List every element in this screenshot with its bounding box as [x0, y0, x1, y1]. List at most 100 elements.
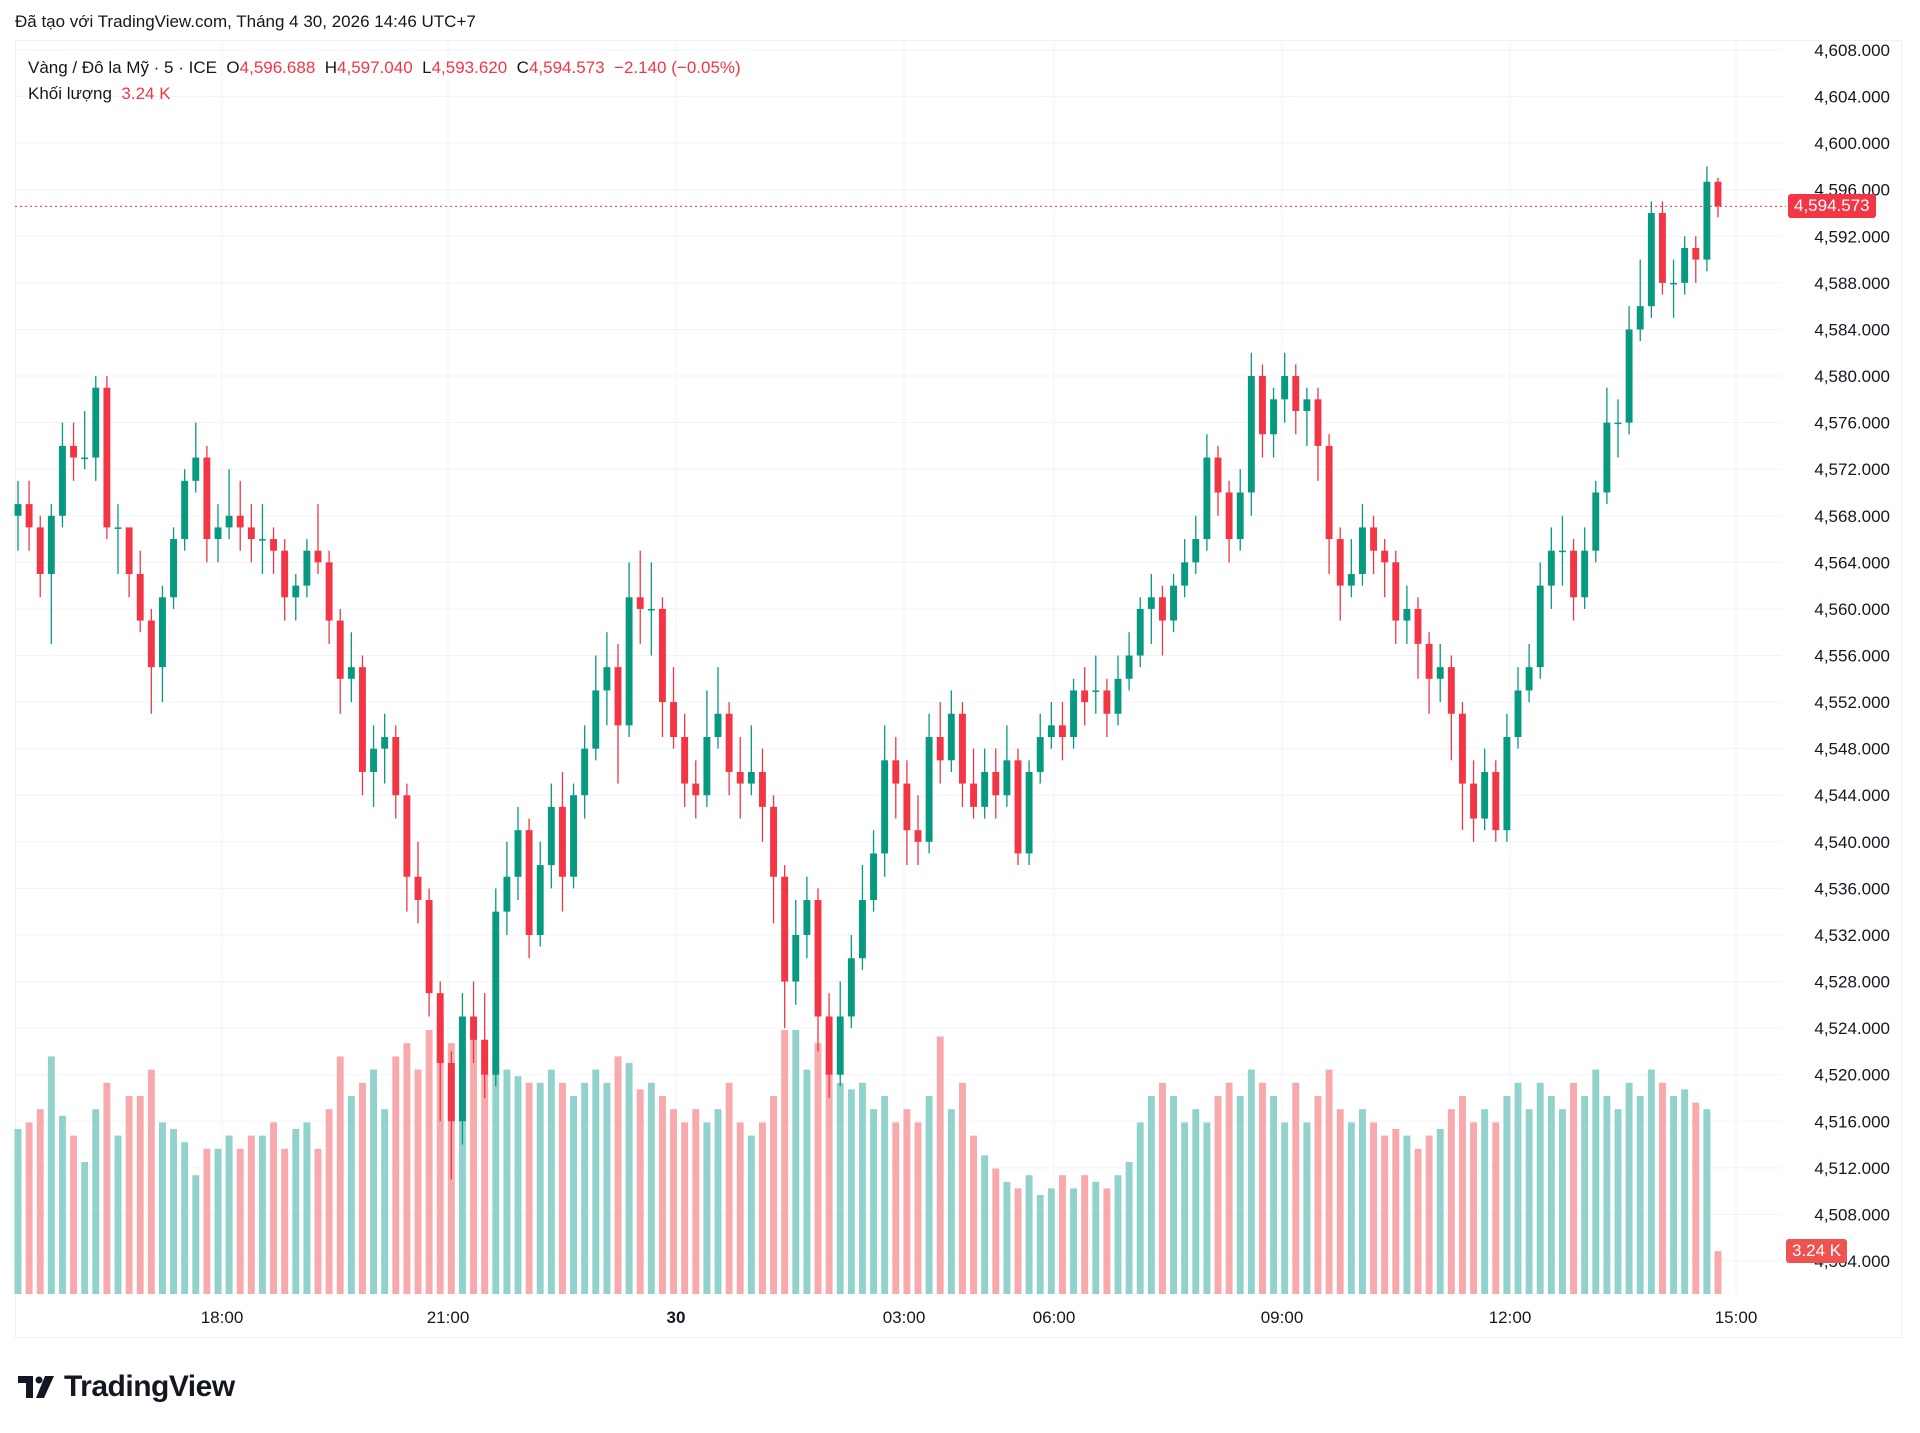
x-tick-label: 15:00 [1714, 1308, 1758, 1327]
volume-bar [347, 1096, 355, 1294]
candle-body [270, 539, 277, 551]
candle-body [1192, 539, 1200, 563]
candle-body [514, 830, 522, 877]
candle-body [647, 608, 655, 611]
volume-value: 3.24 K [121, 84, 171, 103]
volume-bar [59, 1115, 66, 1294]
candle-body [1525, 667, 1533, 691]
candle-body [147, 620, 155, 668]
candle-body [603, 667, 611, 691]
volume-bar [925, 1096, 933, 1294]
open-label: O [226, 58, 240, 77]
candle-body [614, 667, 622, 726]
volume-bar [181, 1142, 189, 1294]
candle-body [681, 737, 689, 784]
volume-bar [859, 1082, 866, 1294]
volume-bar [1547, 1096, 1555, 1294]
candle-body [1292, 376, 1300, 411]
candle-body [1570, 550, 1577, 598]
volume-bar [1036, 1195, 1044, 1294]
candle-body [1259, 376, 1266, 435]
volume-bar [1536, 1082, 1544, 1294]
volume-bar [1492, 1122, 1500, 1294]
volume-bar [192, 1175, 200, 1294]
candle-body [359, 667, 366, 772]
candle-body [670, 702, 677, 738]
candle-body [481, 1039, 489, 1075]
volume-bar [1236, 1096, 1244, 1294]
volume-bar [414, 1069, 422, 1294]
volume-bar [1525, 1109, 1533, 1294]
candle-body [136, 573, 144, 621]
volume-bar [814, 1043, 822, 1294]
volume-bar [1225, 1082, 1233, 1294]
y-tick-label: 4,508.000 [1814, 1205, 1890, 1224]
volume-bar [692, 1109, 700, 1294]
candle-body [414, 876, 422, 901]
y-tick-label: 4,604.000 [1814, 88, 1890, 107]
volume-bar [147, 1069, 155, 1294]
volume-bar [92, 1109, 100, 1294]
candle-body [159, 597, 166, 668]
candle-body [103, 387, 111, 528]
logo-text: TradingView [64, 1370, 235, 1403]
candle-body [470, 1016, 477, 1040]
candle-body [236, 515, 244, 528]
volume-bar [736, 1122, 744, 1294]
volume-bar [47, 1056, 55, 1294]
volume-bar [1403, 1135, 1411, 1294]
volume-bar [1559, 1109, 1566, 1294]
volume-bar [870, 1109, 877, 1294]
volume-bar [1070, 1188, 1077, 1294]
volume-label[interactable]: Khối lượng [28, 84, 112, 103]
volume-bar [614, 1056, 622, 1294]
candle-body [981, 771, 989, 807]
candle-body [1336, 539, 1344, 586]
volume-bar [14, 1129, 22, 1294]
candle-body [1692, 247, 1700, 260]
volume-bar [670, 1109, 677, 1294]
candle-body [1347, 573, 1355, 586]
candle-body [536, 865, 544, 935]
candle-body [1303, 399, 1311, 411]
candle-body [1447, 667, 1455, 714]
candle-body [203, 457, 211, 540]
candle-body [1425, 643, 1433, 679]
volume-bar [1425, 1135, 1433, 1294]
candle-body [1414, 608, 1422, 644]
volume-bar [781, 1030, 789, 1294]
candle-body [1070, 690, 1077, 738]
candle-body [247, 527, 255, 540]
tradingview-logo[interactable]: TradingView [18, 1370, 235, 1404]
y-tick-label: 4,548.000 [1814, 740, 1890, 759]
volume-bar [1259, 1082, 1266, 1294]
volume-bar [370, 1069, 377, 1294]
volume-bar [1081, 1175, 1089, 1294]
candle-body [1170, 585, 1177, 621]
symbol-name[interactable]: Vàng / Đô la Mỹ · 5 · ICE [28, 58, 217, 77]
volume-bar [114, 1135, 122, 1294]
low-value: 4,593.620 [431, 58, 508, 77]
volume-bar [892, 1122, 900, 1294]
candle-body [314, 550, 322, 563]
candle-body [1703, 181, 1711, 260]
candle-body [903, 783, 911, 831]
candle-body [1381, 550, 1389, 563]
volume-bar [503, 1069, 511, 1294]
volume-bar [603, 1082, 611, 1294]
y-tick-label: 4,564.000 [1814, 553, 1890, 572]
volume-bar [770, 1096, 777, 1294]
candle-body [36, 527, 44, 574]
candle-body [303, 550, 311, 586]
candle-body [492, 911, 500, 1075]
volume-bar [547, 1069, 555, 1294]
candle-body [259, 539, 266, 541]
volume-bar [1181, 1122, 1189, 1294]
candle-body [114, 527, 122, 529]
volume-bar [392, 1056, 400, 1294]
candle-body [1103, 690, 1111, 714]
grid [15, 41, 1782, 1294]
candle-body [970, 783, 977, 807]
candle-body [525, 830, 533, 935]
